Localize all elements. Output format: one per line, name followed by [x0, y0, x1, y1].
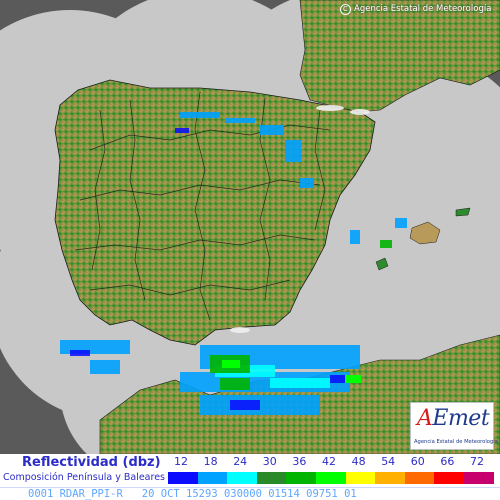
legend-color-swatch [434, 472, 464, 484]
reflectivity-legend: Reflectividad (dbz) Composición Penínsul… [0, 454, 500, 487]
legend-tick-label: 48 [351, 455, 366, 468]
balearic-menorca [455, 207, 471, 217]
aemet-logo-mark: AEmet [417, 406, 490, 431]
copyright-notice: C Agencia Estatal de Meteorología [340, 2, 498, 16]
copyright-icon: C [340, 3, 351, 15]
legend-tick-label: 60 [410, 455, 425, 468]
legend-tick-label: 30 [262, 455, 277, 468]
legend-color-scale: 12 18 24 30 36 42 48 54 60 66 72 [168, 455, 494, 485]
balearic-mallorca [409, 221, 441, 245]
radar-map [0, 0, 500, 454]
legend-color-swatch [345, 472, 376, 484]
radar-echoes [60, 112, 407, 415]
legend-color-swatch [256, 472, 287, 484]
legend-tick-label: 18 [203, 455, 218, 468]
legend-color-swatch [316, 472, 346, 484]
legend-tick-label: 72 [470, 455, 484, 468]
legend-color-swatch [168, 472, 198, 484]
aemet-logo-subtitle: Agencia Estatal de Meteorología [414, 439, 498, 445]
legend-tick-label: 36 [292, 455, 307, 468]
legend-color-swatch [286, 472, 316, 484]
legend-color-swatch [404, 472, 435, 484]
legend-color-swatch [197, 472, 228, 484]
legend-tick-label: 42 [322, 455, 336, 468]
copyright-text: Agencia Estatal de Meteorología [354, 4, 492, 14]
legend-tick-label: 12 [174, 455, 188, 468]
france-landmass [299, 0, 500, 113]
status-line: 0001 RDAR_PPI-R 20 OCT 15293 030000 0151… [0, 487, 500, 500]
legend-color-swatch [464, 472, 494, 484]
aemet-logo: AEmet Agencia Estatal de Meteorología [410, 402, 498, 450]
legend-title: Reflectividad (dbz) [22, 455, 161, 470]
legend-tick-label: 66 [440, 455, 455, 468]
legend-tick-label: 54 [381, 455, 396, 468]
legend-subtitle: Composición Península y Baleares [3, 472, 165, 483]
legend-color-swatch [227, 472, 257, 484]
balearic-ibiza [375, 257, 389, 271]
legend-tick-label: 24 [233, 455, 248, 468]
pyrenees-peaks [230, 105, 370, 333]
legend-color-swatch [375, 472, 405, 484]
